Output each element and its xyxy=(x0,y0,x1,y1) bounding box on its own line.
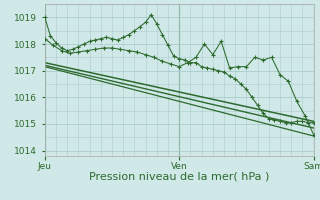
X-axis label: Pression niveau de la mer( hPa ): Pression niveau de la mer( hPa ) xyxy=(89,172,269,182)
